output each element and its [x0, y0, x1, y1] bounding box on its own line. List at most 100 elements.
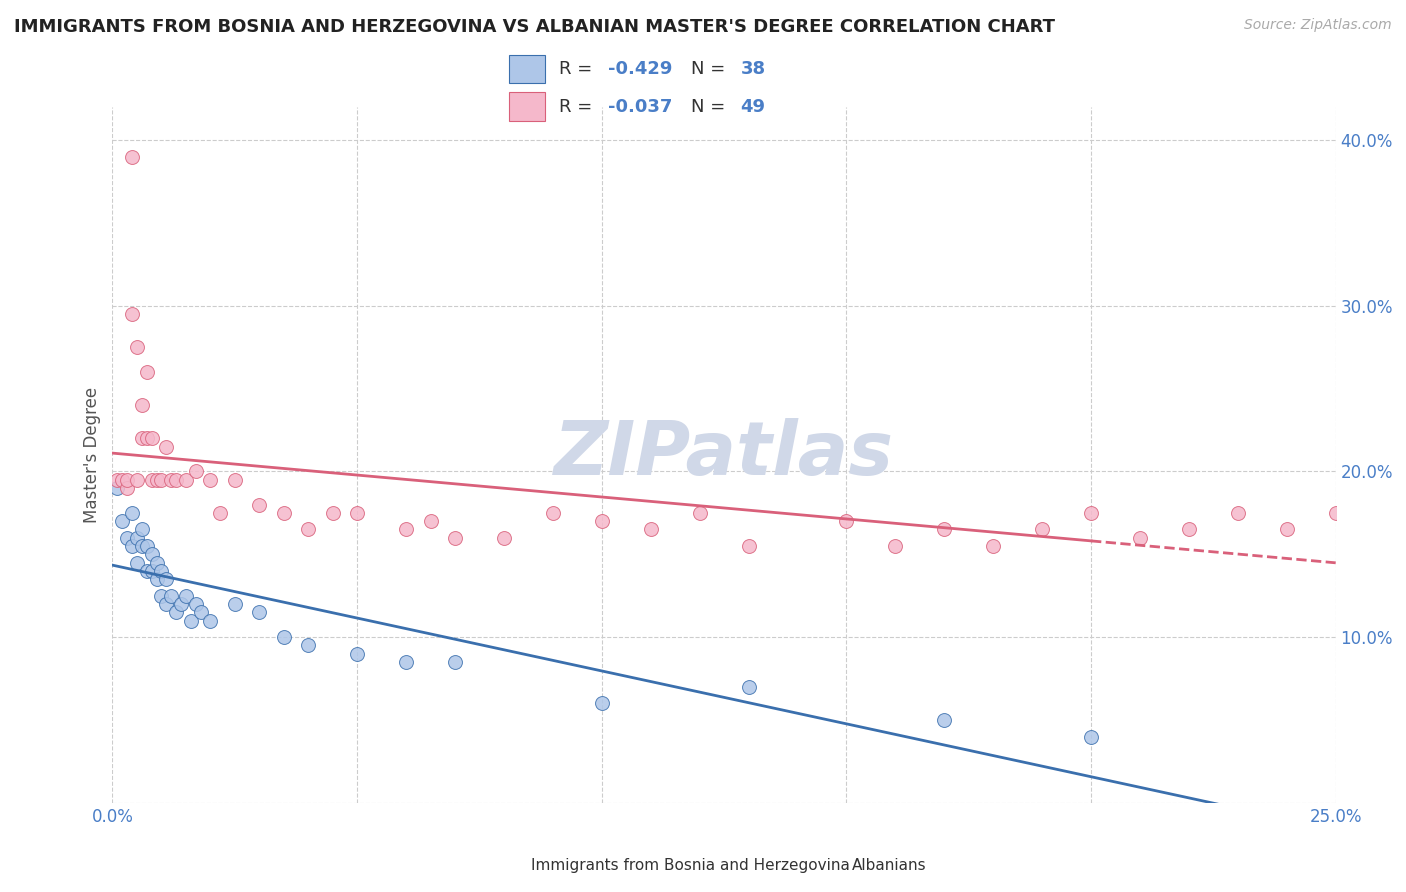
Point: [125, 340, 148, 354]
Point: [1324, 506, 1347, 520]
Point: [135, 564, 157, 578]
Point: [131, 398, 153, 412]
Point: [1275, 523, 1298, 537]
Point: [884, 539, 907, 553]
Point: [125, 556, 148, 570]
Point: [591, 697, 613, 711]
Text: 38: 38: [741, 60, 765, 78]
Point: [737, 539, 759, 553]
Text: R =: R =: [558, 60, 598, 78]
Point: [835, 514, 858, 528]
Point: [1129, 531, 1152, 545]
Point: [1031, 523, 1053, 537]
FancyBboxPatch shape: [509, 93, 546, 121]
Point: [121, 506, 143, 520]
Point: [297, 523, 319, 537]
Point: [1178, 523, 1201, 537]
Point: [135, 539, 157, 553]
Point: [174, 473, 197, 487]
Point: [141, 473, 163, 487]
Text: Immigrants from Bosnia and Herzegovina: Immigrants from Bosnia and Herzegovina: [531, 858, 851, 872]
Point: [115, 473, 138, 487]
Point: [1226, 506, 1249, 520]
Point: [121, 307, 143, 321]
Point: [150, 589, 173, 603]
Point: [160, 589, 183, 603]
Point: [689, 506, 711, 520]
Point: [934, 713, 956, 727]
Point: [444, 655, 467, 669]
Point: [1080, 506, 1102, 520]
Point: [346, 647, 368, 661]
Point: [125, 473, 148, 487]
Point: [174, 589, 197, 603]
Point: [115, 481, 138, 495]
Point: [145, 556, 167, 570]
Point: [419, 514, 441, 528]
Point: [145, 572, 167, 586]
FancyBboxPatch shape: [509, 54, 546, 83]
Point: [209, 506, 232, 520]
Point: [121, 539, 143, 553]
Point: [224, 597, 246, 611]
Text: ZIPatlas: ZIPatlas: [554, 418, 894, 491]
Point: [145, 473, 167, 487]
Point: [297, 639, 319, 653]
Point: [180, 614, 202, 628]
Point: [131, 523, 153, 537]
Point: [737, 680, 759, 694]
Point: [492, 531, 515, 545]
Text: Albanians: Albanians: [852, 858, 927, 872]
Point: [247, 605, 270, 619]
Point: [1080, 730, 1102, 744]
Point: [981, 539, 1004, 553]
Point: [346, 506, 368, 520]
Point: [591, 514, 613, 528]
Point: [934, 523, 956, 537]
Point: [184, 465, 207, 479]
Text: R =: R =: [558, 98, 598, 116]
Point: [105, 481, 128, 495]
Point: [170, 597, 193, 611]
Point: [115, 531, 138, 545]
Point: [247, 498, 270, 512]
Point: [141, 547, 163, 561]
Point: [135, 365, 157, 379]
Text: -0.429: -0.429: [609, 60, 672, 78]
Point: [322, 506, 344, 520]
Point: [200, 473, 222, 487]
Text: N =: N =: [690, 98, 731, 116]
Text: Source: ZipAtlas.com: Source: ZipAtlas.com: [1244, 18, 1392, 32]
Point: [155, 440, 177, 454]
Point: [541, 506, 564, 520]
Point: [135, 431, 157, 445]
Text: 49: 49: [741, 98, 765, 116]
Point: [141, 564, 163, 578]
Point: [200, 614, 222, 628]
Point: [273, 506, 295, 520]
Point: [155, 597, 177, 611]
Point: [640, 523, 662, 537]
Point: [224, 473, 246, 487]
Point: [131, 431, 153, 445]
Point: [125, 531, 148, 545]
Point: [121, 150, 143, 164]
Point: [184, 597, 207, 611]
Point: [131, 539, 153, 553]
Point: [141, 431, 163, 445]
Text: N =: N =: [690, 60, 731, 78]
Point: [444, 531, 467, 545]
Text: IMMIGRANTS FROM BOSNIA AND HERZEGOVINA VS ALBANIAN MASTER'S DEGREE CORRELATION C: IMMIGRANTS FROM BOSNIA AND HERZEGOVINA V…: [14, 18, 1054, 36]
Point: [165, 605, 187, 619]
Point: [111, 473, 134, 487]
Point: [150, 473, 173, 487]
Point: [190, 605, 212, 619]
Point: [155, 572, 177, 586]
Y-axis label: Master's Degree: Master's Degree: [83, 387, 101, 523]
Point: [150, 564, 173, 578]
Point: [395, 655, 418, 669]
Point: [165, 473, 187, 487]
Point: [105, 473, 128, 487]
Point: [273, 630, 295, 644]
Point: [395, 523, 418, 537]
